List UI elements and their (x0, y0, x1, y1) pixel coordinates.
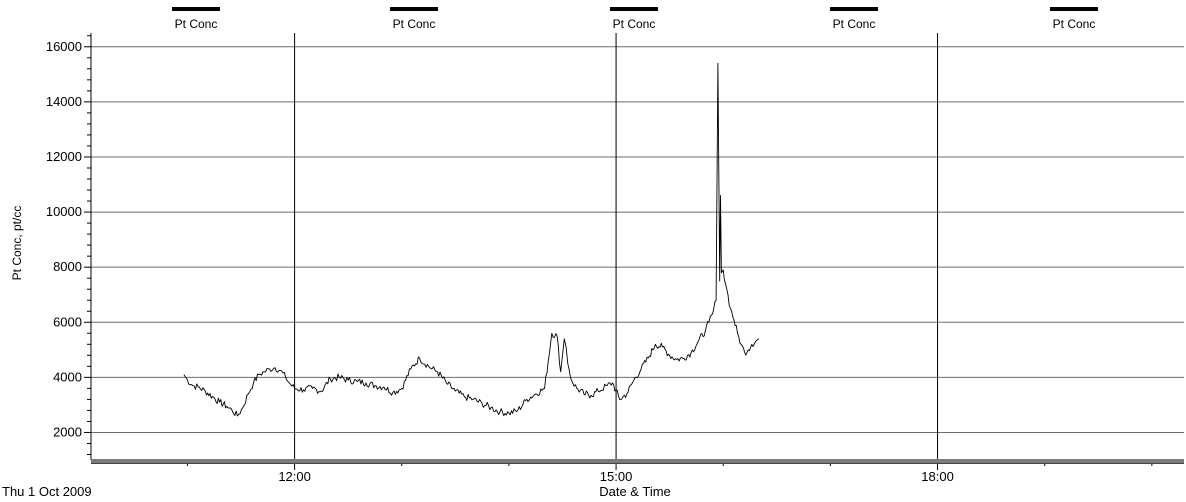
y-tick-label: 4000 (53, 369, 82, 384)
x-tick-label: 15:00 (600, 469, 633, 484)
y-tick-label: 10000 (46, 204, 82, 219)
minor-ticks (87, 35, 1153, 466)
x-tick-label: 12:00 (278, 469, 311, 484)
y-tick-label: 2000 (53, 424, 82, 439)
x-axis-title: Date & Time (599, 484, 671, 499)
date-label: Thu 1 Oct 2009 (2, 484, 92, 499)
series-group (183, 62, 760, 417)
x-axis-band (91, 459, 1184, 463)
series-line (183, 62, 760, 417)
y-tick-label: 16000 (46, 39, 82, 54)
legend-label-3: Pt Conc (613, 17, 656, 31)
legend-label-4: Pt Conc (833, 17, 876, 31)
x-tick-labels: 12:00 15:00 18:00 (278, 469, 953, 484)
y-tick-label: 14000 (46, 94, 82, 109)
legend-label-1: Pt Conc (175, 17, 218, 31)
y-axis-title: Pt Conc, pt/cc (10, 206, 24, 281)
legend-label-2: Pt Conc (393, 17, 436, 31)
y-tick-labels: 2000 4000 6000 8000 10000 12000 14000 16000 (46, 39, 82, 440)
legend-label-5: Pt Conc (1053, 17, 1096, 31)
grid (84, 33, 1184, 470)
x-tick-label: 18:00 (921, 469, 954, 484)
y-tick-label: 8000 (53, 259, 82, 274)
legend: Pt Conc Pt Conc Pt Conc Pt Conc Pt Conc (172, 7, 1098, 31)
y-tick-label: 12000 (46, 149, 82, 164)
y-tick-label: 6000 (53, 314, 82, 329)
